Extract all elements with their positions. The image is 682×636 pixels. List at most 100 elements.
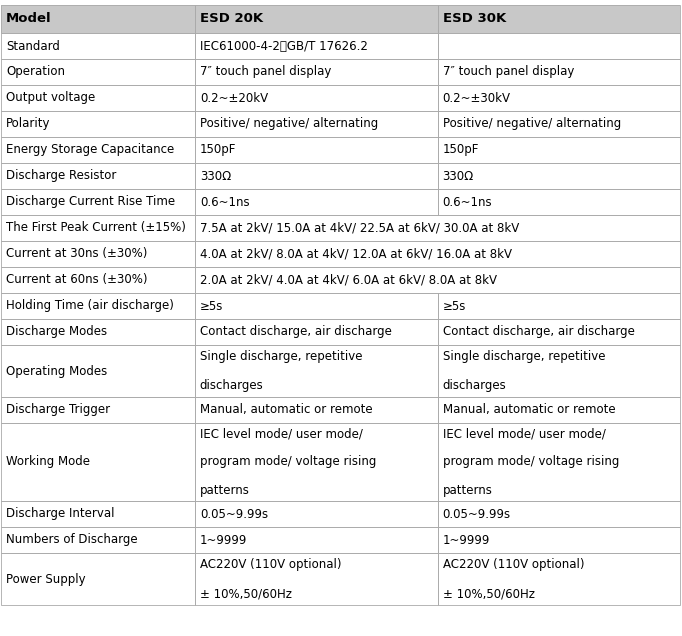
Text: ESD 30K: ESD 30K [443,13,506,25]
Bar [195,553,438,605]
Bar [438,33,681,59]
Bar [438,345,681,397]
Text: 330Ω: 330Ω [200,170,231,183]
Bar [195,345,438,397]
Text: Discharge Modes: Discharge Modes [6,326,107,338]
Text: Current at 60ns (±30%): Current at 60ns (±30%) [6,273,147,286]
Text: Standard: Standard [6,39,60,53]
Text: Manual, automatic or remote: Manual, automatic or remote [200,403,372,417]
Bar [195,319,438,345]
Bar [438,85,681,111]
Text: Discharge Current Rise Time: Discharge Current Rise Time [6,195,175,209]
Bar [1,397,195,423]
Text: IEC level mode/ user mode/: IEC level mode/ user mode/ [443,427,606,440]
Bar [195,397,438,423]
Bar [1,241,195,267]
Text: Energy Storage Capacitance: Energy Storage Capacitance [6,144,174,156]
Bar [195,85,438,111]
Bar [1,527,195,553]
Text: Operation: Operation [6,66,65,78]
Text: Discharge Resistor: Discharge Resistor [6,170,117,183]
Text: ≥5s: ≥5s [200,300,223,312]
Bar [1,293,195,319]
Bar [195,319,438,345]
Bar [438,163,681,189]
Text: 150pF: 150pF [443,144,479,156]
Bar [195,33,438,59]
Bar [1,215,195,241]
Text: ESD 20K: ESD 20K [200,13,263,25]
Bar [195,85,438,111]
Bar [195,33,438,59]
Bar [1,85,195,111]
Bar [438,423,681,501]
Bar [438,527,681,553]
Text: Polarity: Polarity [6,118,50,130]
Bar [195,293,438,319]
Bar [1,163,195,189]
Bar [438,293,681,319]
Bar [438,111,681,137]
Bar [1,163,195,189]
Bar [195,5,438,33]
Text: Contact discharge, air discharge: Contact discharge, air discharge [200,326,391,338]
Bar [1,111,195,137]
Bar [1,137,195,163]
Text: program mode/ voltage rising: program mode/ voltage rising [443,455,619,469]
Text: IEC level mode/ user mode/: IEC level mode/ user mode/ [200,427,363,440]
Text: Single discharge, repetitive: Single discharge, repetitive [443,350,605,363]
Text: 7.5A at 2kV/ 15.0A at 4kV/ 22.5A at 6kV/ 30.0A at 8kV: 7.5A at 2kV/ 15.0A at 4kV/ 22.5A at 6kV/… [200,221,519,235]
Bar [1,293,195,319]
Bar [438,137,681,163]
Text: Numbers of Discharge: Numbers of Discharge [6,534,138,546]
Bar [1,397,195,423]
Text: 0.05~9.99s: 0.05~9.99s [443,508,511,520]
Text: 2.0A at 2kV/ 4.0A at 4kV/ 6.0A at 6kV/ 8.0A at 8kV: 2.0A at 2kV/ 4.0A at 4kV/ 6.0A at 6kV/ 8… [200,273,496,286]
Bar [195,527,438,553]
Bar [1,501,195,527]
Bar [438,345,681,397]
Text: IEC61000-4-2、GB/T 17626.2: IEC61000-4-2、GB/T 17626.2 [200,39,368,53]
Bar [1,137,195,163]
Bar [438,293,681,319]
Text: AC220V (110V optional): AC220V (110V optional) [200,558,341,570]
Bar [438,319,681,345]
Bar [195,397,438,423]
Bar [195,501,438,527]
Text: 0.05~9.99s: 0.05~9.99s [200,508,268,520]
Bar [195,527,438,553]
Text: Contact discharge, air discharge: Contact discharge, air discharge [443,326,634,338]
Text: Working Mode: Working Mode [6,455,90,469]
Text: ± 10%,50/60Hz: ± 10%,50/60Hz [443,588,535,600]
Text: 1~9999: 1~9999 [443,534,490,546]
Text: 0.2~±20kV: 0.2~±20kV [200,92,268,104]
Bar [438,111,681,137]
Bar [195,59,438,85]
Bar [195,553,438,605]
Text: discharges: discharges [200,379,263,392]
Text: 0.2~±30kV: 0.2~±30kV [443,92,511,104]
Bar [195,423,438,501]
Text: ± 10%,50/60Hz: ± 10%,50/60Hz [200,588,292,600]
Bar [195,215,681,241]
Bar [438,59,681,85]
Text: program mode/ voltage rising: program mode/ voltage rising [200,455,376,469]
Bar [438,501,681,527]
Text: Positive/ negative/ alternating: Positive/ negative/ alternating [443,118,621,130]
Bar [438,501,681,527]
Bar [1,553,195,605]
Bar [438,163,681,189]
Bar [1,85,195,111]
Bar [438,59,681,85]
Text: discharges: discharges [443,379,506,392]
Text: Model: Model [6,13,52,25]
Bar [438,85,681,111]
Text: 7″ touch panel display: 7″ touch panel display [200,66,331,78]
Bar [438,189,681,215]
Text: AC220V (110V optional): AC220V (110V optional) [443,558,584,570]
Bar [1,59,195,85]
Text: patterns: patterns [443,484,492,497]
Bar [438,137,681,163]
Bar [1,319,195,345]
Bar [438,397,681,423]
